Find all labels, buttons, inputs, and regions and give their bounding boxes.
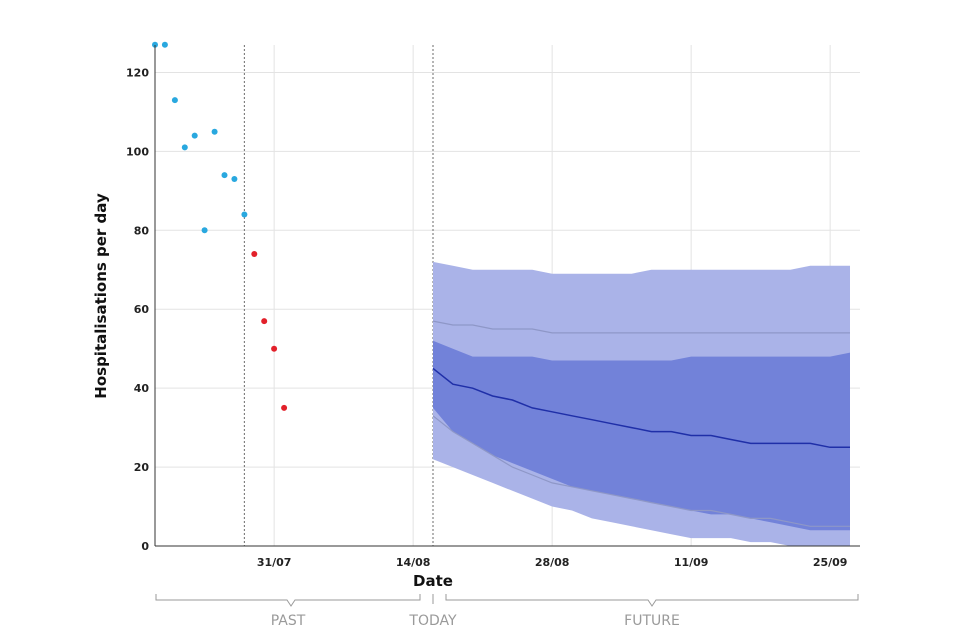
y-axis-title: Hospitalisations per day [92, 193, 110, 399]
y-tick-label: 100 [126, 145, 149, 158]
x-tick-label: 11/09 [674, 556, 709, 569]
observed-point-incomplete [251, 251, 258, 257]
observed-point-incomplete [271, 345, 278, 352]
reference-lower-line [432, 415, 850, 527]
y-tick-label: 120 [126, 66, 149, 79]
phase-annotations: PAST TODAY FUTURE [155, 594, 859, 629]
y-tick-label: 60 [134, 303, 150, 316]
observed-point [241, 211, 248, 218]
forecast-lines [432, 320, 850, 527]
future-brace [445, 594, 859, 607]
observed-point [171, 97, 178, 104]
x-tick-label: 14/08 [396, 556, 431, 569]
past-label: PAST [271, 613, 306, 629]
x-tick-label: 28/08 [535, 556, 570, 569]
axes [154, 45, 860, 547]
observed-point [211, 128, 218, 135]
forecast-bands [433, 261, 850, 546]
observed-point [231, 176, 238, 182]
y-tick-label: 40 [134, 382, 150, 395]
future-label: FUTURE [624, 613, 680, 629]
x-tick-label: 31/07 [257, 556, 292, 569]
past-brace [155, 594, 421, 607]
y-tick-label: 80 [134, 224, 150, 237]
inner-interval-band [433, 340, 850, 531]
observed-point [201, 227, 208, 234]
observed-point-incomplete [261, 318, 268, 325]
y-tick-label: 20 [134, 461, 150, 474]
observed-point [161, 41, 168, 48]
observed-point [221, 172, 228, 179]
observed-points [152, 41, 288, 411]
observed-point [152, 41, 158, 48]
observed-point-incomplete [281, 404, 288, 411]
x-axis-title: Date [413, 572, 453, 590]
reference-upper-line [432, 320, 850, 334]
observed-point [191, 132, 198, 139]
x-tick-label: 25/09 [813, 556, 848, 569]
tick-labels: 0 20 40 60 80 100 120 31/07 14/08 28/08 11/09 25/09 [126, 66, 847, 569]
today-label: TODAY [408, 613, 457, 629]
median-forecast-line [432, 367, 850, 449]
y-tick-label: 0 [141, 540, 149, 553]
observed-point [181, 144, 188, 151]
